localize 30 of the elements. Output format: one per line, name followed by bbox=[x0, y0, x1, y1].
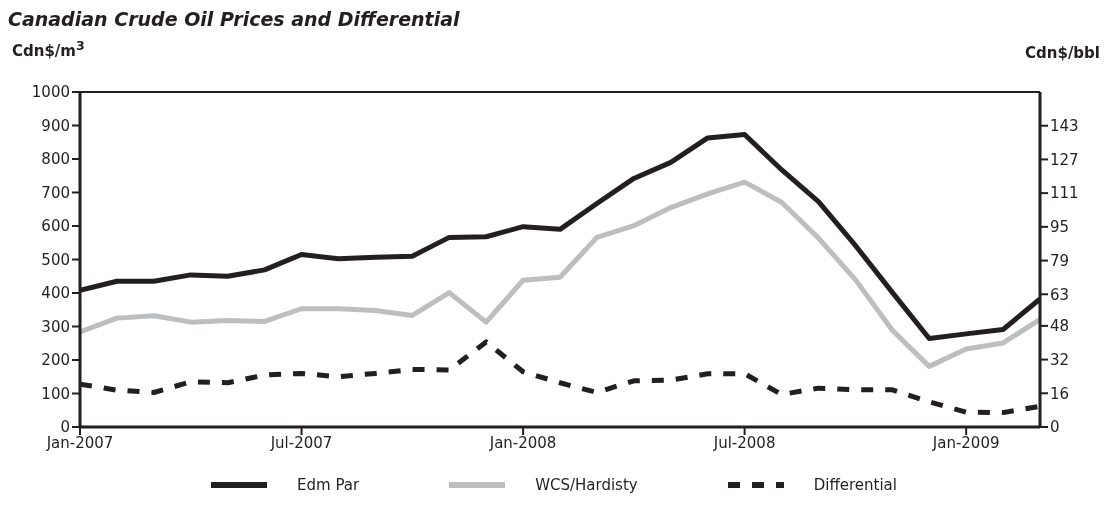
y-tick-label: 800 bbox=[41, 150, 70, 169]
legend-label: Differential bbox=[813, 476, 897, 494]
y2-tick-label: 32 bbox=[1050, 350, 1070, 369]
legend-label: Edm Par bbox=[297, 476, 360, 494]
y2-tick-label: 111 bbox=[1050, 184, 1079, 203]
y-tick-label: 500 bbox=[41, 250, 70, 269]
y-tick-label: 100 bbox=[41, 384, 70, 403]
y-tick-label: 600 bbox=[41, 217, 70, 236]
y-tick-label: 200 bbox=[41, 351, 70, 370]
y2-tick-label: 143 bbox=[1050, 117, 1079, 136]
y-axis-title: Cdn$/m$^{3}$ bbox=[12, 38, 85, 60]
x-tick-label: Jan-2009 bbox=[931, 433, 1000, 452]
x-tick-label: Jul-2007 bbox=[269, 433, 333, 452]
y-tick-label: 900 bbox=[41, 116, 70, 135]
y-tick-label: 1000 bbox=[31, 83, 70, 102]
y-tick-label: 300 bbox=[41, 317, 70, 336]
y-tick-label: 400 bbox=[41, 284, 70, 303]
y2-tick-label: 48 bbox=[1050, 317, 1070, 336]
y2-axis-title: Cdn$/bbl bbox=[1025, 44, 1100, 62]
y2-tick-label: 63 bbox=[1050, 285, 1070, 304]
legend-label: WCS/Hardisty bbox=[535, 476, 638, 494]
x-tick-label: Jan-2008 bbox=[488, 433, 557, 452]
y2-tick-label: 95 bbox=[1050, 218, 1070, 237]
y2-tick-label: 16 bbox=[1050, 384, 1070, 403]
chart-title: Canadian Crude Oil Prices and Differential bbox=[8, 8, 460, 30]
x-tick-label: Jul-2008 bbox=[712, 433, 776, 452]
y2-tick-label: 79 bbox=[1050, 251, 1070, 270]
y2-tick-label: 0 bbox=[1050, 418, 1060, 437]
y2-tick-label: 127 bbox=[1050, 150, 1079, 169]
y-tick-label: 700 bbox=[41, 183, 70, 202]
